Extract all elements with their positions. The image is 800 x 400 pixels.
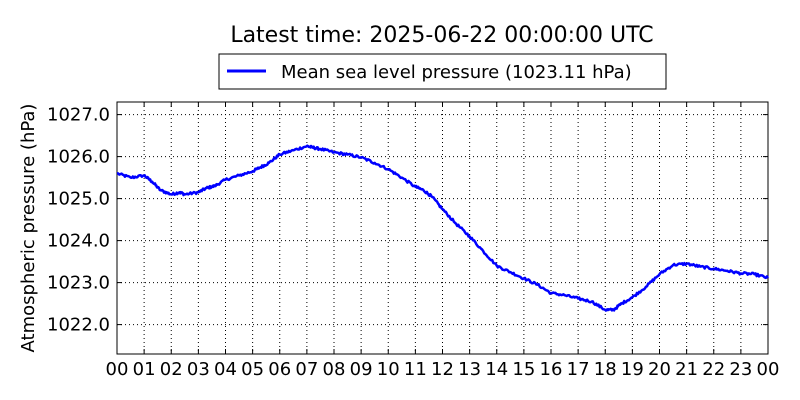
gridlines <box>117 102 768 354</box>
x-tick-label: 08 <box>323 359 346 380</box>
x-tick-label: 06 <box>268 359 291 380</box>
legend: Mean sea level pressure (1023.11 hPa) <box>218 53 667 90</box>
plot-frame <box>116 101 769 355</box>
x-tick-label: 16 <box>540 359 563 380</box>
x-tick-label: 14 <box>485 359 508 380</box>
y-tick-label: 1024.0 <box>47 231 110 252</box>
x-tick-label: 03 <box>187 359 210 380</box>
x-tick-label: 02 <box>160 359 183 380</box>
x-tick-label: 07 <box>295 359 318 380</box>
series-layer <box>116 144 770 312</box>
legend-label: Mean sea level pressure (1023.11 hPa) <box>281 62 632 83</box>
x-tick-label: 21 <box>675 359 698 380</box>
x-tick-label: 12 <box>431 359 454 380</box>
x-tick-label: 09 <box>350 359 373 380</box>
series-line-mslp <box>116 144 770 312</box>
chart-title: Latest time: 2025-06-22 00:00:00 UTC <box>230 23 653 48</box>
x-tick-label: 22 <box>702 359 725 380</box>
x-tick-label: 18 <box>594 359 617 380</box>
x-tick-label: 00 <box>757 359 780 380</box>
y-tick-label: 1025.0 <box>47 189 110 210</box>
x-tick-label: 23 <box>729 359 752 380</box>
y-tick-label: 1023.0 <box>47 273 110 294</box>
x-tick-label: 17 <box>567 359 590 380</box>
x-tick-label: 13 <box>458 359 481 380</box>
x-tick-label: 20 <box>648 359 671 380</box>
axis-ticks: 00 01 02 03 04 05 06 07 08 09 10 11 12 13 14 15 16 17 18 19… <box>47 102 779 380</box>
y-tick-label: 1027.0 <box>47 105 110 126</box>
x-tick-label: 10 <box>377 359 400 380</box>
x-tick-label: 11 <box>404 359 427 380</box>
y-axis-label: Atmospheric pressure (hPa) <box>18 104 39 353</box>
x-tick-label: 19 <box>621 359 644 380</box>
x-tick-label: 00 <box>106 359 129 380</box>
x-tick-label: 01 <box>133 359 156 380</box>
x-tick-label: 05 <box>241 359 264 380</box>
x-tick-label: 04 <box>214 359 237 380</box>
x-tick-label: 15 <box>512 359 535 380</box>
y-tick-label: 1022.0 <box>47 315 110 336</box>
y-tick-label: 1026.0 <box>47 147 110 168</box>
legend-box <box>218 53 667 90</box>
